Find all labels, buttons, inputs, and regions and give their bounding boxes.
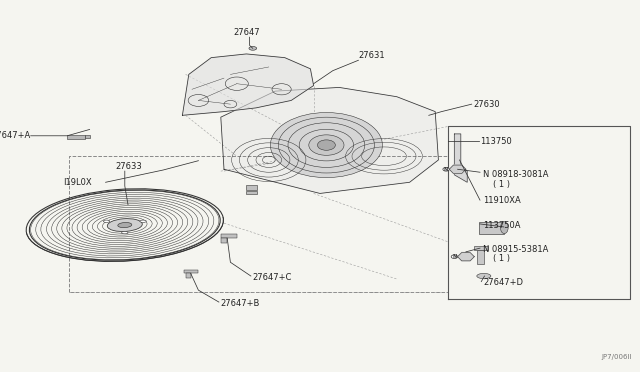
Ellipse shape	[118, 222, 132, 228]
Text: 113750: 113750	[480, 137, 512, 146]
Bar	[246, 185, 257, 190]
Ellipse shape	[443, 167, 449, 171]
Text: 11910XA: 11910XA	[483, 196, 521, 205]
Ellipse shape	[451, 255, 458, 259]
Ellipse shape	[317, 140, 335, 150]
Bar	[67, 135, 85, 139]
Text: ( 1 ): ( 1 )	[493, 180, 510, 189]
Bar	[221, 234, 237, 238]
Text: 27647+A: 27647+A	[0, 131, 31, 140]
Bar	[184, 270, 198, 273]
Bar	[477, 250, 484, 264]
Polygon shape	[458, 253, 474, 261]
Ellipse shape	[140, 220, 147, 222]
Bar	[85, 135, 90, 138]
Bar	[479, 222, 504, 234]
Bar	[221, 238, 227, 243]
Ellipse shape	[122, 231, 128, 234]
Text: I19L0X: I19L0X	[63, 178, 92, 187]
Text: ( 1 ): ( 1 )	[493, 254, 510, 263]
Ellipse shape	[249, 46, 257, 50]
Text: 113750A: 113750A	[483, 221, 521, 230]
Text: N 08915-5381A: N 08915-5381A	[483, 245, 548, 254]
Bar	[186, 273, 191, 278]
Text: N 08918-3081A: N 08918-3081A	[483, 170, 548, 179]
Text: N: N	[452, 254, 456, 259]
Polygon shape	[221, 87, 438, 193]
Text: 27647+B: 27647+B	[221, 299, 260, 308]
Bar	[246, 191, 257, 194]
Polygon shape	[182, 54, 314, 115]
Polygon shape	[449, 165, 466, 173]
Text: 27633: 27633	[115, 162, 142, 171]
Ellipse shape	[500, 222, 508, 234]
Text: 27631: 27631	[358, 51, 385, 60]
Ellipse shape	[477, 273, 491, 279]
Ellipse shape	[270, 112, 383, 177]
Text: 27647+D: 27647+D	[483, 278, 524, 287]
Text: 27630: 27630	[474, 100, 500, 109]
Ellipse shape	[103, 220, 109, 222]
Text: JP7/006II: JP7/006II	[602, 354, 632, 360]
Ellipse shape	[308, 135, 344, 155]
Polygon shape	[454, 134, 467, 182]
Text: N: N	[444, 167, 448, 172]
Text: 27647: 27647	[233, 28, 260, 37]
Ellipse shape	[108, 219, 142, 231]
Bar	[474, 246, 488, 250]
Text: 27647+C: 27647+C	[253, 273, 292, 282]
